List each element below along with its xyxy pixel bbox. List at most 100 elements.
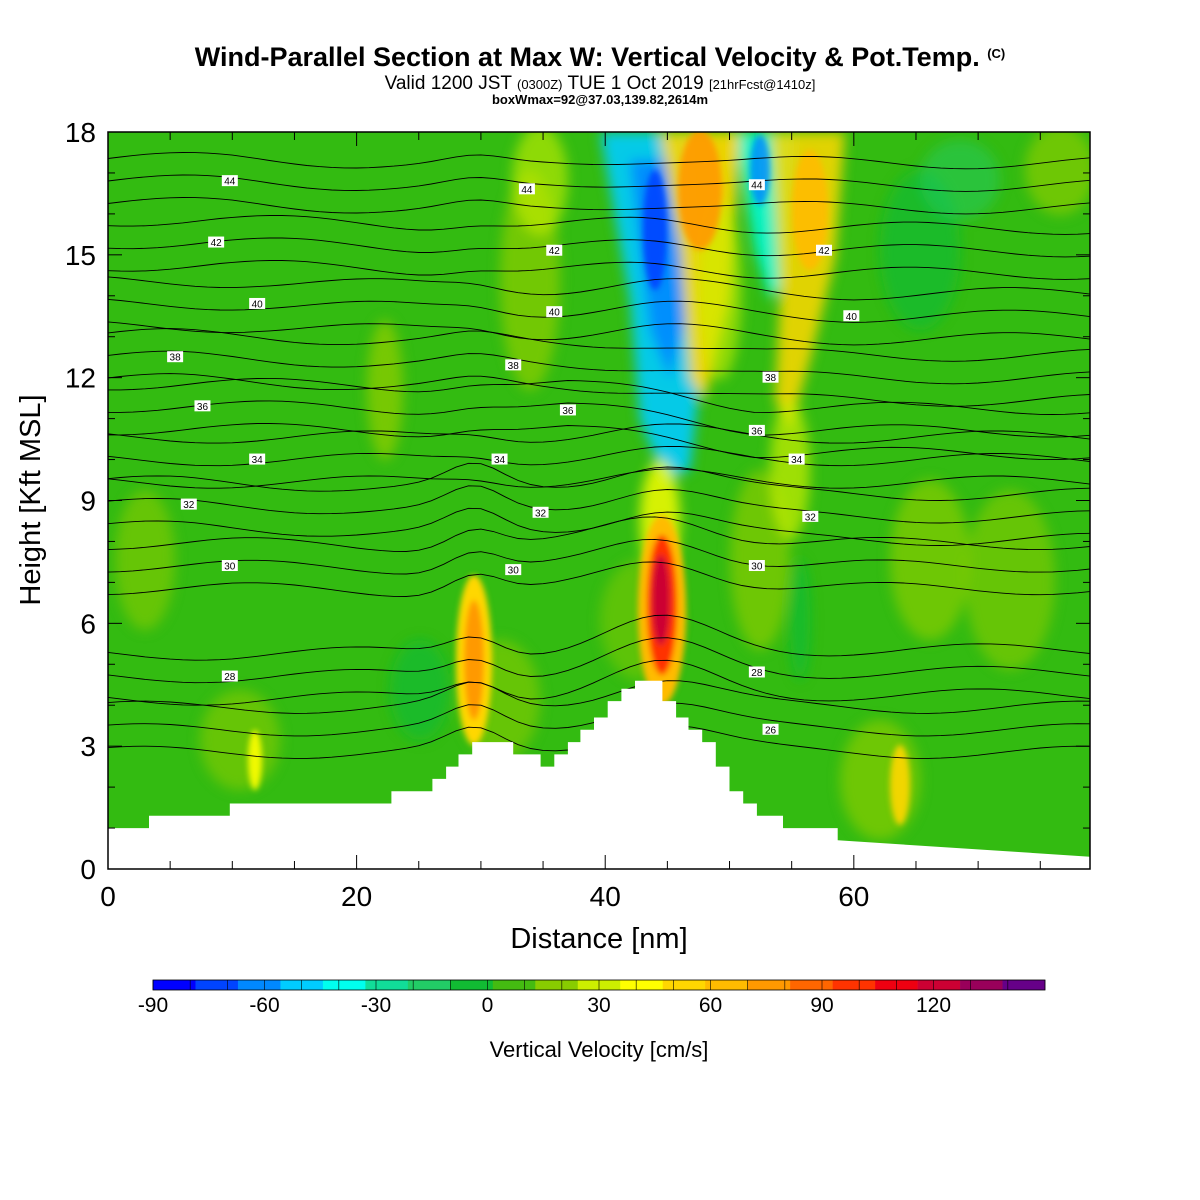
theta-label: 30	[748, 560, 765, 573]
theta-contour-line	[108, 152, 1090, 170]
colorbar-tick-label: 60	[699, 994, 722, 1017]
chart-box-info: boxWmax=92@37.03,139.82,2614m	[491, 92, 709, 107]
theta-contour-line	[108, 507, 1090, 546]
theta-contour-line	[108, 423, 1090, 461]
theta-contour-line	[108, 400, 1090, 438]
axis-ticks	[107, 131, 1090, 870]
theta-contour-line	[108, 373, 1090, 407]
colorbar-swatch	[917, 980, 961, 990]
colorbar-tick-label: -30	[361, 994, 391, 1017]
theta-label: 42	[208, 236, 225, 249]
theta-label: 44	[518, 183, 535, 196]
x-axis-tick-labels: 0 20 40 60	[100, 881, 869, 912]
theta-contour-line	[108, 328, 1090, 362]
theta-contour-line	[108, 298, 1090, 323]
svg-text:28: 28	[751, 668, 763, 679]
colorbar-swatch	[237, 980, 281, 990]
colorbar-swatch	[365, 980, 409, 990]
svg-text:34: 34	[494, 455, 506, 466]
x-tick-label: 60	[838, 881, 869, 912]
colorbar-swatch	[960, 980, 1003, 990]
colorbar-tick-label: 120	[916, 994, 951, 1017]
theta-contour-line	[108, 423, 1090, 444]
svg-text:34: 34	[252, 455, 264, 466]
colorbar-tick-label: 30	[587, 994, 610, 1017]
svg-text:40: 40	[846, 312, 858, 323]
theta-contour-line	[108, 485, 1090, 524]
y-tick-label: 18	[65, 117, 96, 148]
theta-contour-line	[108, 561, 1090, 597]
theta-contour-line	[108, 260, 1090, 280]
colorbar-swatch	[790, 980, 833, 990]
svg-text:44: 44	[521, 185, 533, 196]
theta-label: 38	[762, 371, 779, 384]
theta-contour-line	[108, 614, 1090, 661]
svg-text:32: 32	[805, 512, 817, 523]
svg-text:26: 26	[765, 725, 777, 736]
potential-temperature-labels: 44 44 44 42 42 42 40 40 40 38 38 38 36 36 36 34 34 34 32 32…	[167, 175, 860, 736]
theta-label: 36	[748, 424, 765, 437]
svg-text:44: 44	[224, 177, 236, 188]
y-tick-label: 6	[80, 608, 96, 639]
colorbar-swatch	[153, 980, 196, 990]
theta-label: 32	[532, 506, 549, 519]
colorbar-tick-label: -90	[138, 994, 168, 1017]
theta-label: 42	[815, 244, 832, 257]
colorbar-swatch	[662, 980, 706, 990]
y-tick-label: 0	[80, 854, 96, 885]
y-axis-tick-labels: 0 3 6 9 12 15 18	[65, 117, 96, 885]
theta-contour-line	[108, 377, 1090, 415]
y-tick-label: 9	[80, 486, 96, 517]
colorbar-swatch	[492, 980, 536, 990]
theta-contour-line	[108, 276, 1090, 301]
theta-label: 32	[802, 510, 819, 523]
y-tick-label: 3	[80, 731, 96, 762]
theta-contour-line	[108, 197, 1090, 215]
svg-text:28: 28	[224, 672, 236, 683]
theta-label: 38	[505, 359, 522, 372]
terrain-mask	[108, 680, 1090, 869]
colorbar-tick-label: -60	[249, 994, 279, 1017]
svg-text:42: 42	[818, 246, 830, 257]
svg-text:32: 32	[535, 508, 547, 519]
theta-contour-line	[108, 445, 1090, 467]
chart-subtitle: Valid 1200 JST (0300Z) TUE 1 Oct 2019 [2…	[384, 73, 816, 94]
theta-label: 40	[249, 297, 266, 310]
colorbar-swatch	[322, 980, 366, 990]
svg-text:30: 30	[751, 562, 763, 573]
svg-text:42: 42	[211, 238, 223, 249]
colorbar-swatch	[747, 980, 791, 990]
theta-label: 34	[491, 453, 508, 466]
theta-contour-line	[108, 659, 1090, 706]
theta-label: 28	[221, 670, 238, 683]
theta-label: 26	[762, 723, 779, 736]
colorbar-swatch	[450, 980, 494, 990]
colorbar-swatch	[195, 980, 239, 990]
theta-contour-line	[108, 462, 1090, 501]
theta-label: 34	[788, 453, 805, 466]
colorbar-title: Vertical Velocity [cm/s]	[490, 1037, 709, 1062]
svg-text:30: 30	[224, 562, 236, 573]
theta-label: 44	[221, 175, 238, 188]
svg-text:38: 38	[508, 361, 520, 372]
theta-contour-line	[108, 637, 1090, 684]
theta-label: 34	[249, 453, 266, 466]
theta-label: 36	[194, 400, 211, 413]
x-tick-label: 40	[590, 881, 621, 912]
theta-contour-line	[108, 538, 1090, 575]
svg-text:36: 36	[562, 406, 574, 417]
theta-label: 36	[559, 404, 576, 417]
theta-label: 44	[748, 179, 765, 192]
colorbar-tick-labels: -90 -60 -30 0 30 60 90 120	[138, 994, 951, 1017]
svg-text:38: 38	[170, 353, 182, 364]
svg-text:32: 32	[183, 500, 195, 511]
copyright-mark: (C)	[987, 46, 1006, 61]
x-axis-label: Distance [nm]	[510, 923, 687, 955]
theta-label: 30	[221, 560, 238, 573]
colorbar-swatch	[535, 980, 579, 990]
theta-label: 30	[505, 564, 522, 577]
svg-text:36: 36	[751, 426, 763, 437]
colorbar-tick-label: 0	[482, 994, 494, 1017]
svg-text:44: 44	[751, 181, 763, 192]
colorbar-tick-label: 90	[810, 994, 833, 1017]
